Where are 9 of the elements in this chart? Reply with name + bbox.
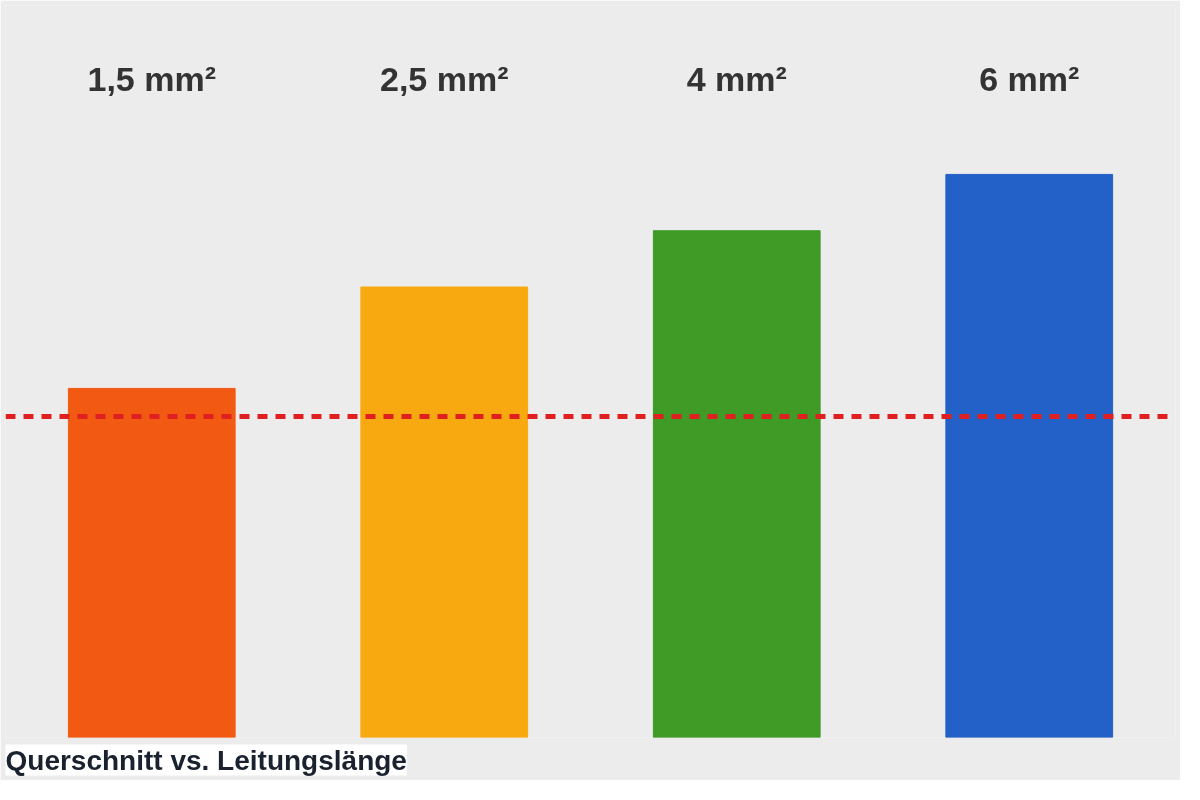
bar (652, 230, 821, 738)
bar (360, 286, 529, 738)
x-tick-label: 1,5 mm² (87, 59, 216, 98)
bar (67, 387, 236, 738)
x-tick-label: 2,5 mm² (380, 59, 509, 98)
bar (945, 173, 1114, 738)
text: Querschnitt vs. Leitungslänge (5, 744, 407, 776)
x-tick-label: 4 mm² (686, 59, 787, 98)
x-tick-label: 6 mm² (979, 59, 1080, 98)
